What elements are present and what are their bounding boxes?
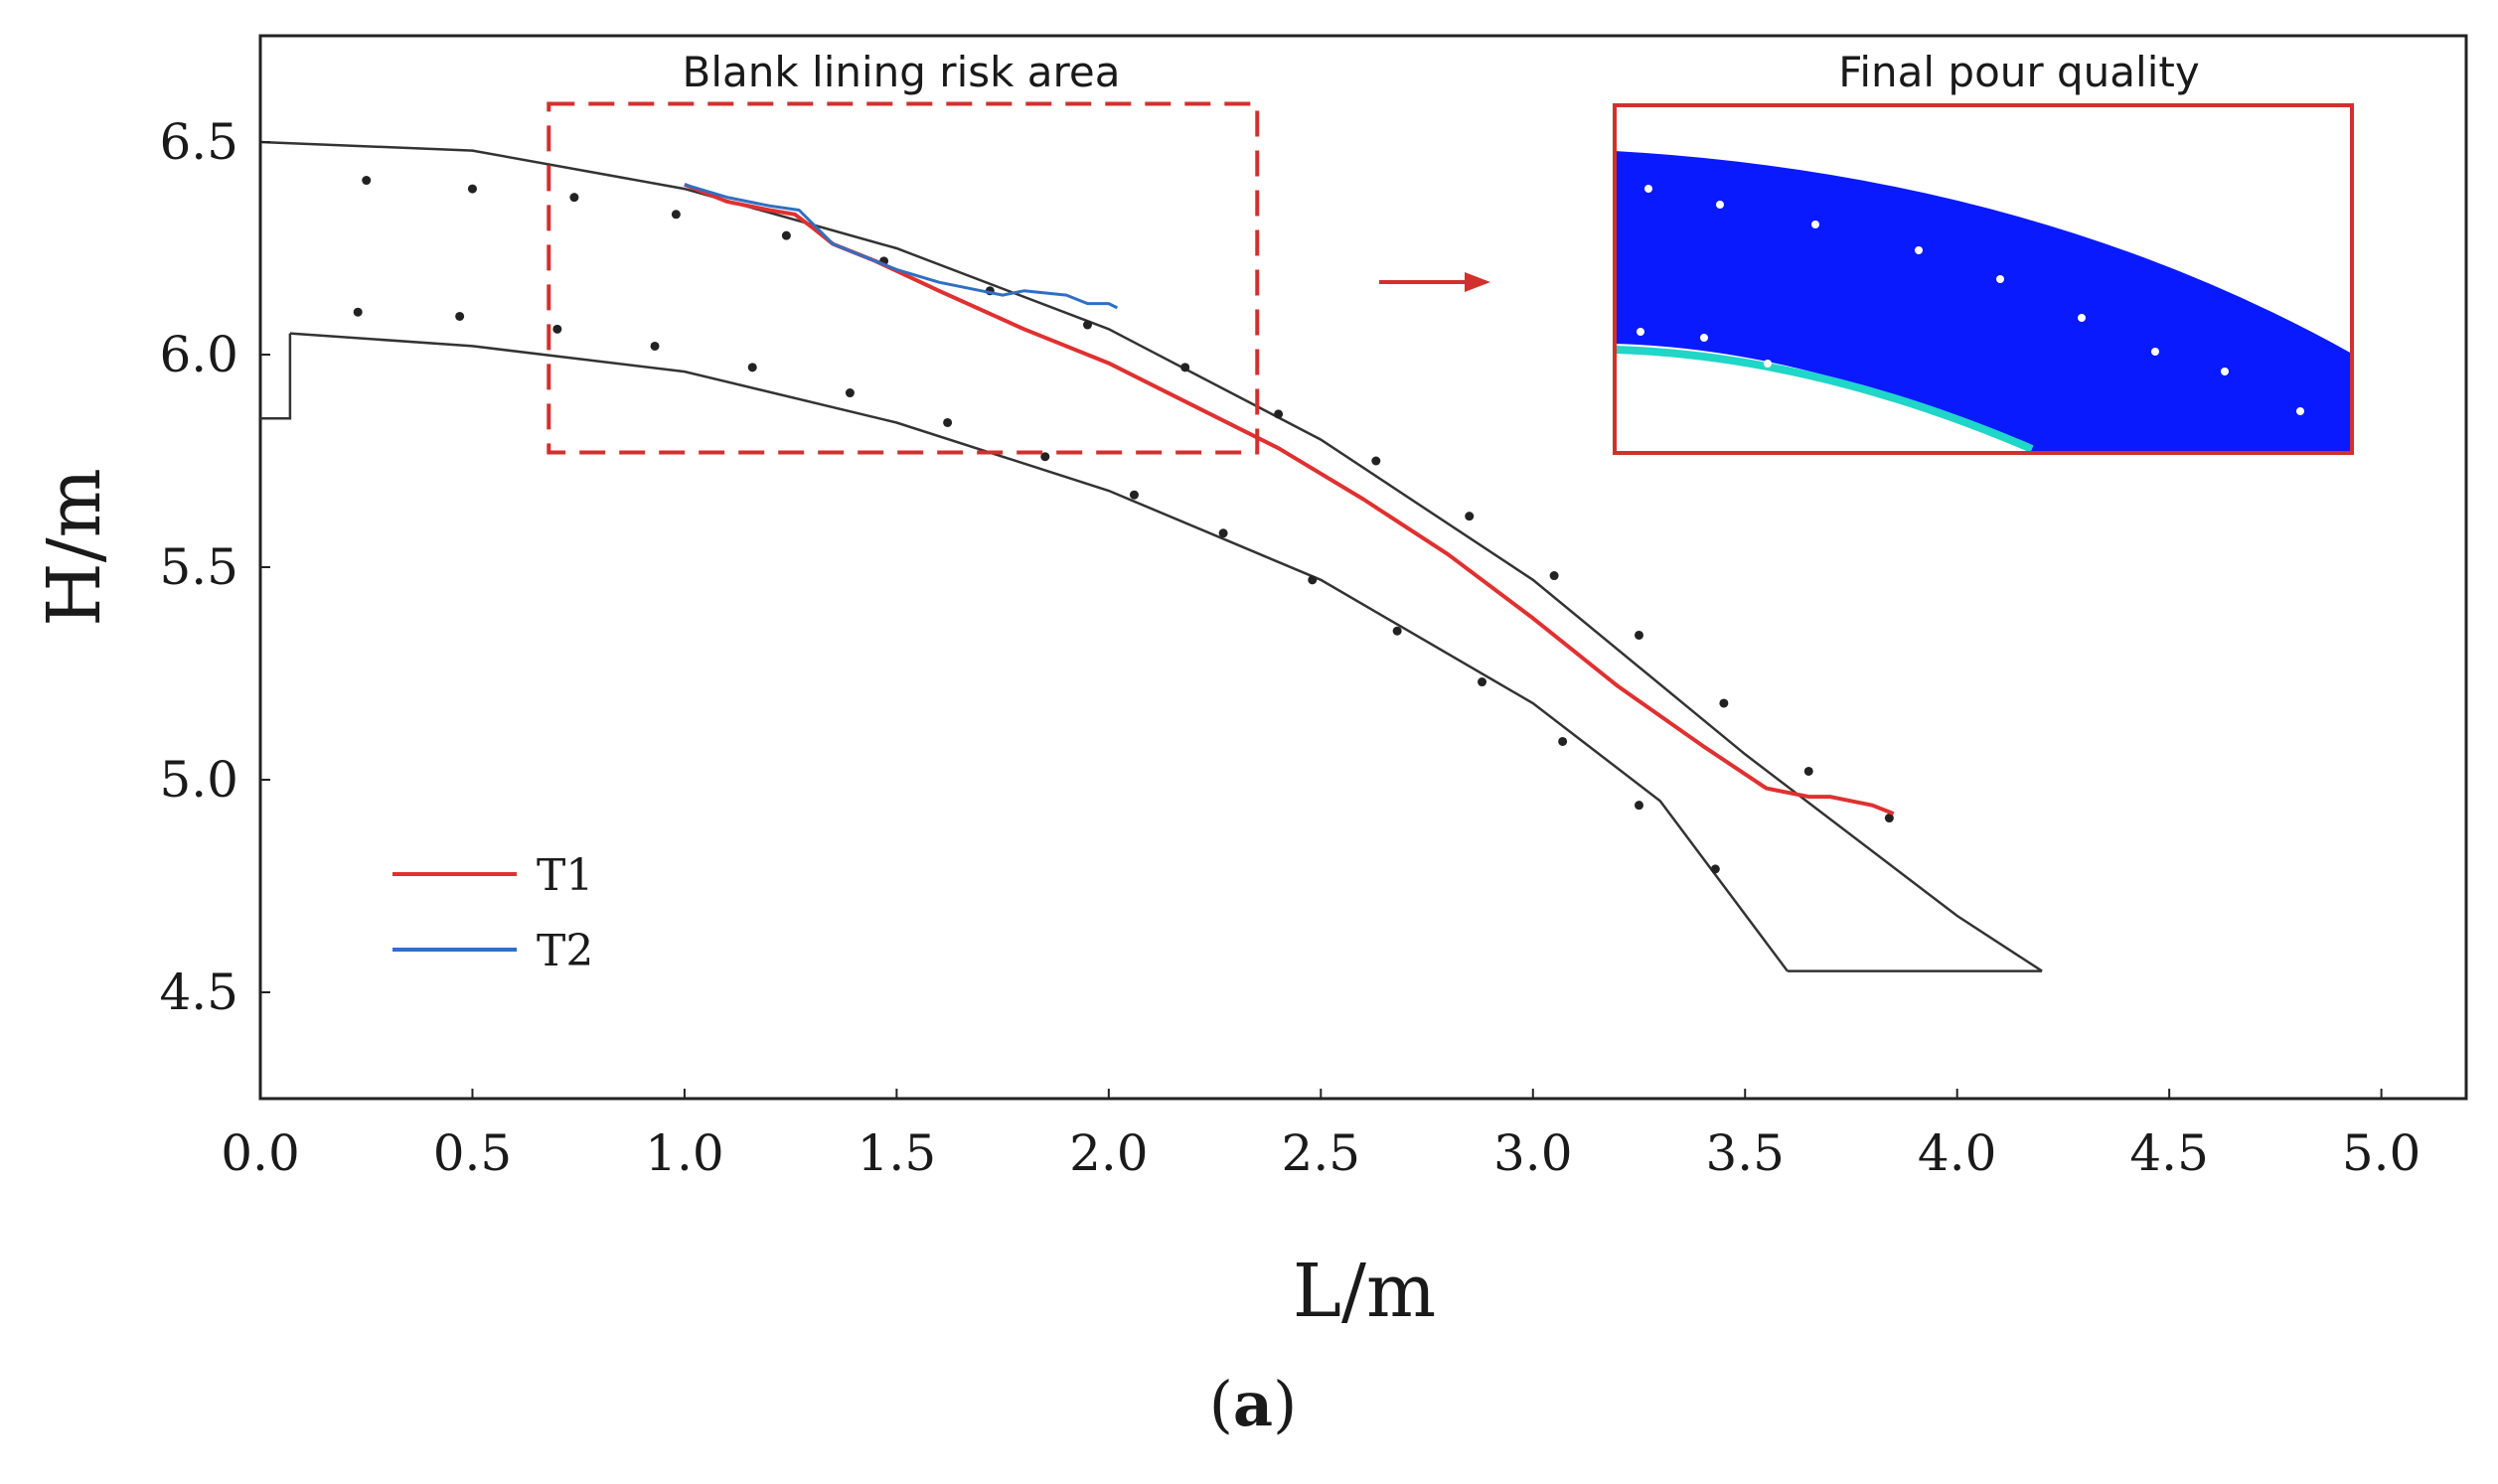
inset-marker <box>1811 221 1819 228</box>
inset-marker <box>2078 314 2086 322</box>
y-axis-label: H/m <box>32 468 117 627</box>
marker-dot <box>1635 630 1643 640</box>
marker-dot <box>1129 490 1139 500</box>
marker-dot <box>1710 864 1720 874</box>
marker-dot <box>353 307 363 317</box>
axis-ticks: 0.0 0.5 1.0 1.5 2.0 2.5 3.0 3.5 4.0 4.5 5.0 4.5 5.0 5… <box>159 113 2420 1182</box>
risk-area-box <box>546 101 1260 455</box>
outline-inner <box>289 332 1789 972</box>
inset-marker <box>1915 246 1923 254</box>
marker-dot <box>1558 736 1568 746</box>
plot-area: T1 T2 <box>258 34 2468 1101</box>
marker-dot <box>1719 698 1729 708</box>
marker-dot <box>1180 363 1190 372</box>
marker-dot <box>455 311 465 321</box>
x-axis-label: L/m <box>1293 1249 1436 1334</box>
marker-dot <box>1803 766 1813 776</box>
marker-dot <box>747 363 757 372</box>
inset-marker <box>1903 421 1911 429</box>
x-tick-label: 3.0 <box>1493 1124 1573 1182</box>
marker-dot <box>943 417 953 427</box>
marker-dot <box>1218 528 1228 538</box>
y-tick-label: 4.5 <box>159 964 238 1021</box>
x-tick-label: 1.5 <box>858 1124 937 1182</box>
marker-dot <box>1465 512 1475 521</box>
legend-label-t2: T2 <box>537 926 593 976</box>
outline-step <box>260 333 292 420</box>
risk-area-label: Blank lining risk area <box>683 48 1121 96</box>
y-tick-label: 5.0 <box>159 751 238 809</box>
inset-marker <box>1952 429 1960 437</box>
inset-image <box>1615 105 2352 453</box>
inset-marker <box>1764 360 1772 368</box>
y-tick-label: 6.5 <box>159 113 238 171</box>
x-tick-label: 4.5 <box>2129 1124 2209 1182</box>
x-tick-label: 4.0 <box>1918 1124 1997 1182</box>
inset-marker <box>1833 389 1841 397</box>
marker-dot <box>1083 320 1092 330</box>
inset-frame <box>1613 103 2354 455</box>
marker-dot <box>1274 409 1284 419</box>
caption-close: ) <box>1273 1368 1297 1440</box>
inset-marker <box>1996 275 2004 283</box>
x-tick-label: 2.0 <box>1069 1124 1149 1182</box>
marker-dot <box>569 193 579 203</box>
marker-dot <box>1392 626 1402 636</box>
marker-dot <box>1549 571 1559 581</box>
marker-dot <box>781 230 791 240</box>
series-t2-line <box>684 183 1119 310</box>
inset-marker <box>1716 201 1724 209</box>
marker-dot <box>1478 677 1487 687</box>
legend-label-t1: T1 <box>537 850 593 901</box>
x-tick-label: 3.5 <box>1705 1124 1785 1182</box>
marker-dot <box>671 210 681 220</box>
marker-dot <box>552 324 562 334</box>
marker-dot <box>845 388 855 398</box>
marker-dot <box>650 341 660 351</box>
series-t1-line <box>684 182 1895 816</box>
caption-letter: a <box>1233 1368 1273 1440</box>
inset-title: Final pour quality <box>1838 48 2199 96</box>
inset-marker <box>2296 407 2304 415</box>
inset-marker <box>1700 334 1708 342</box>
x-tick-label: 2.5 <box>1282 1124 1361 1182</box>
marker-dot <box>1884 814 1894 823</box>
marker-dot <box>1308 575 1318 585</box>
inset-marker <box>1644 185 1652 193</box>
inset-marker <box>1637 328 1644 336</box>
caption-open: ( <box>1209 1368 1233 1440</box>
marker-dot <box>467 184 477 194</box>
inset-concrete-fill <box>1615 151 2352 453</box>
marker-dot <box>1371 456 1381 466</box>
marker-dot <box>1040 452 1050 462</box>
figure-caption: (a) <box>1209 1368 1298 1440</box>
x-tick-label: 1.0 <box>645 1124 724 1182</box>
y-tick-label: 6.0 <box>159 326 238 383</box>
x-tick-label: 0.5 <box>433 1124 513 1182</box>
outline-outer <box>259 140 2043 972</box>
arrow-head <box>1465 272 1490 292</box>
x-tick-label: 5.0 <box>2342 1124 2421 1182</box>
inset-panel <box>1613 103 2354 455</box>
y-tick-label: 5.5 <box>159 538 238 596</box>
inset-edge-line <box>1615 346 2034 453</box>
inset-marker <box>2151 348 2159 356</box>
x-tick-label: 0.0 <box>221 1124 300 1182</box>
marker-dot <box>362 176 372 186</box>
marker-dot <box>1635 801 1643 811</box>
inset-marker <box>2221 368 2229 375</box>
